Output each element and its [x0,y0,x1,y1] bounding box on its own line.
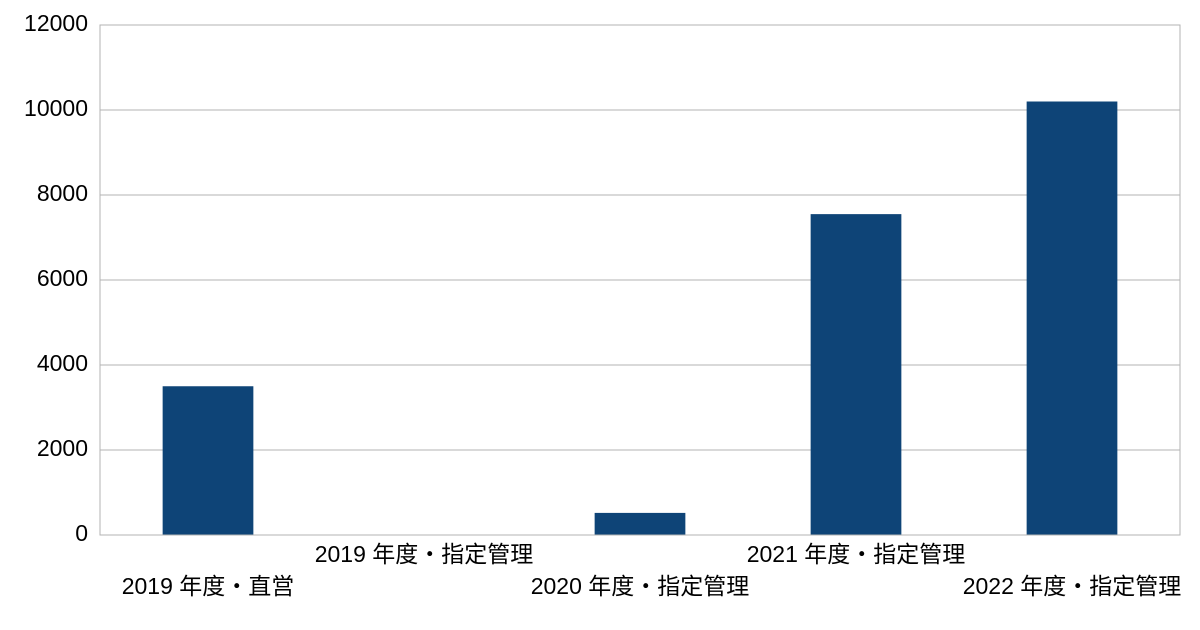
y-tick-label: 0 [75,520,88,546]
x-tick-label: 2020 年度・指定管理 [531,573,750,599]
y-tick-label: 8000 [37,180,88,206]
y-tick-label: 2000 [37,435,88,461]
x-tick-label: 2019 年度・直営 [122,573,295,599]
x-tick-label: 2022 年度・指定管理 [963,573,1182,599]
bar [163,386,254,535]
y-tick-label: 12000 [24,10,88,36]
x-tick-label: 2019 年度・指定管理 [315,541,534,567]
bar [1027,102,1118,536]
chart-svg: 0 2000 4000 6000 8000 10000 12000 2019 年度・直営 201… [0,0,1200,630]
y-tick-label: 10000 [24,95,88,121]
y-tick-label: 6000 [37,265,88,291]
bar [595,513,686,535]
bar-chart: 0 2000 4000 6000 8000 10000 12000 2019 年度・直営 201… [0,0,1200,630]
x-tick-label: 2021 年度・指定管理 [747,541,966,567]
bar [811,214,902,535]
y-tick-label: 4000 [37,350,88,376]
